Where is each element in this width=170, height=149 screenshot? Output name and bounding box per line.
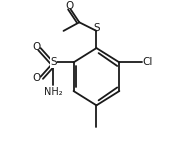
Text: O: O [32, 42, 40, 52]
Text: O: O [32, 73, 40, 83]
Text: S: S [94, 23, 100, 33]
Text: NH₂: NH₂ [44, 87, 63, 97]
Text: Cl: Cl [143, 57, 153, 67]
Text: S: S [50, 57, 57, 67]
Text: O: O [65, 1, 73, 11]
